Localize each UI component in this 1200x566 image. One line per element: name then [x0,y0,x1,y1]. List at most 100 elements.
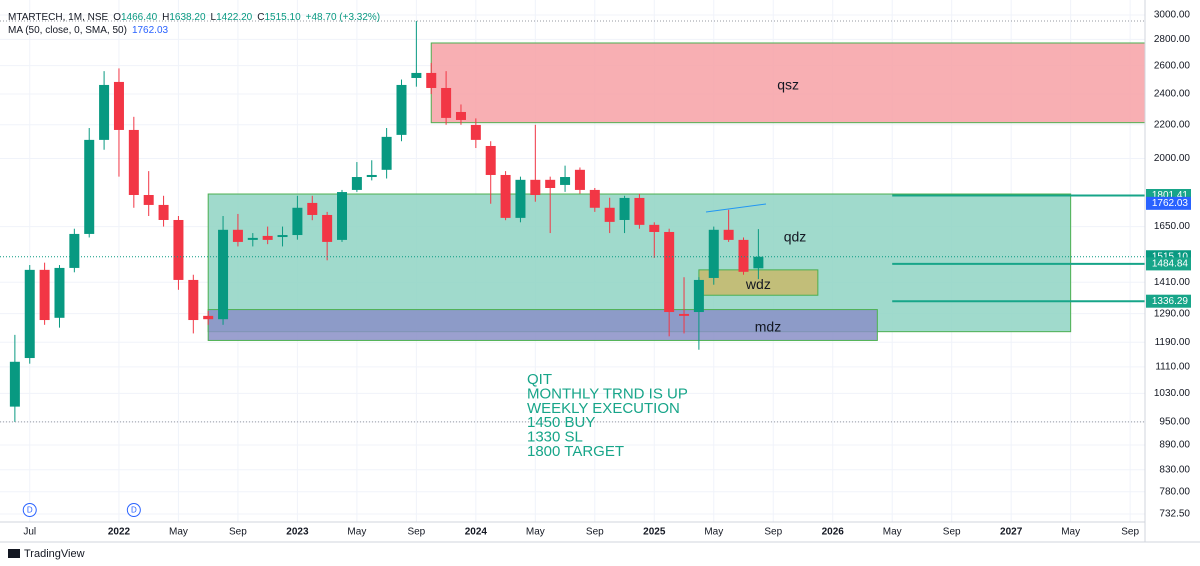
x-tick-label: Sep [1121,527,1139,538]
y-tick-label: 1110.00 [1155,361,1190,372]
event-marker [126,503,141,517]
y-tick-label: 1290.00 [1154,308,1191,319]
legend-line: MTARTECH, 1M, NSE O1466.40 H1638.20 L1422.2… [8,12,380,23]
y-tick-label: 830.00 [1159,464,1190,475]
candle-body [411,72,422,78]
candle-body [247,237,258,240]
last-price-label: 1515.10 [1152,251,1189,262]
candle-body [753,256,764,269]
y-tick-label: 2000.00 [1154,153,1191,164]
y-tick-label: 2600.00 [1154,60,1191,71]
candle-body [500,174,511,218]
candle-body [54,267,65,318]
candle-body [262,235,273,240]
candle-body [292,207,303,236]
level-badge [1146,294,1191,308]
y-tick-label: 1650.00 [1154,221,1191,232]
candle-body [560,177,571,185]
level-label: 1484.84 [1152,259,1189,270]
x-tick-label: May [169,527,188,538]
y-tick-label: 1410.00 [1154,277,1191,288]
candle-body [619,197,630,220]
legend-value: 1515.10 [264,12,301,23]
annotation-line: MONTHLY TRND IS UP [527,385,688,402]
candle-body [188,279,199,321]
candle-body [649,224,660,232]
candle-body [232,229,243,242]
legend-change: +48.70 (+3.32%) [306,12,381,23]
candle-body [470,124,481,140]
annotation-line: WEEKLY EXECUTION [527,400,680,417]
candle-body [679,313,690,316]
candle-body [515,179,526,218]
x-tick-label: 2023 [286,527,309,538]
x-tick-label: 2027 [1000,527,1023,538]
annotation-line: 1330 SL [527,429,583,446]
candle-body [128,129,139,195]
level-label: 1801.41 [1152,190,1189,201]
legend-value: 1638.20 [169,12,206,23]
event-marker [22,503,37,517]
x-tick-label: May [526,527,545,538]
legend-key: O [113,12,121,23]
x-tick-label: May [704,527,723,538]
symbol: MTARTECH, 1M, NSE [8,12,109,23]
candle-body [366,174,377,178]
candle-body [455,111,466,120]
trend-line [705,203,767,213]
candle-body [634,197,645,225]
y-tick-label: 890.00 [1159,440,1190,451]
candle-body [693,279,704,313]
axes: 3000.00 2800.00 2600.00 2400.00 2200.00 2000.… [23,10,1191,538]
legend-value: 1466.40 [121,12,158,23]
x-tick-label: 2025 [643,527,666,538]
event-label: D [27,506,33,515]
ma-badge [1146,196,1191,210]
candle-body [39,269,50,321]
candle-body [441,87,452,118]
y-tick-label: 732.50 [1159,509,1190,520]
candle-body [173,219,184,280]
candle-body [158,204,169,220]
ma-name: MA (50, close, 0, SMA, 50) [8,25,127,36]
candle-body [277,235,288,238]
candle-body [589,189,600,208]
candle-body [84,139,95,234]
candle-body [337,192,348,240]
candle-body [574,169,585,190]
annotation-line: 1450 BUY [527,414,595,431]
candle-body [664,231,675,313]
ma-label: 1762.03 [1152,198,1189,209]
y-tick-label: 780.00 [1159,486,1190,497]
candle-body [396,84,407,135]
x-tick-label: 2026 [822,527,845,538]
candle-body [530,179,541,195]
legend-key: H [162,12,169,23]
candle-body [113,81,124,130]
brand: TradingView [24,548,85,560]
y-tick-label: 3000.00 [1154,10,1191,21]
annotation-line: QIT [527,371,552,388]
zone [207,309,878,341]
level-label: 1336.29 [1152,296,1189,307]
x-tick-label: 2022 [108,527,131,538]
x-tick-label: May [883,527,902,538]
legend-value: 1422.20 [216,12,253,23]
candle-body [143,194,154,205]
zone [430,42,1146,124]
candle-body [708,229,719,278]
candle-body [738,239,749,272]
y-tick-label: 2400.00 [1154,89,1191,100]
y-tick-label: 2200.00 [1154,119,1191,130]
ma-legend: MA (50, close, 0, SMA, 50) 1762.03 [8,25,169,36]
zone-label: wdz [745,276,771,292]
event-label: D [131,506,137,515]
y-tick-label: 2800.00 [1154,34,1191,45]
zone-label: qdz [784,229,807,245]
x-tick-label: Sep [407,527,425,538]
legend-key: L [211,12,217,23]
candle-body [69,233,80,268]
candle-body [351,177,362,190]
